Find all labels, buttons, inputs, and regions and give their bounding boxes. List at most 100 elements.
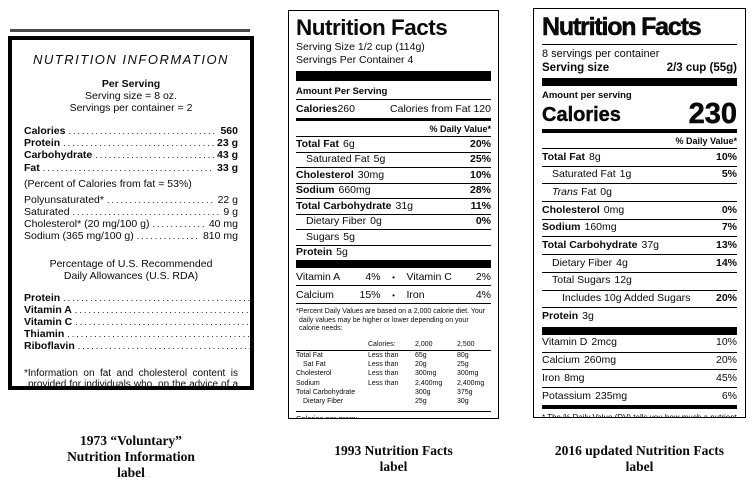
reference-row-dietary-fiber: Dietary Fiber 25g 30g (296, 397, 491, 406)
ref-2500: 2,400mg (457, 379, 485, 387)
vitamin-dv: 20% (715, 354, 737, 367)
nutrient-row-dietary-fiber: Dietary Fiber 0g 0% (296, 213, 491, 230)
vitamin-row-iron: Iron 8mg 45% (542, 369, 737, 387)
nutrient-name: Total Fat (296, 137, 339, 150)
caption-line: label (625, 459, 654, 474)
section-divider-bar (542, 129, 737, 133)
nutrient-row-added-sugars: Includes 10g Added Sugars 20% (542, 289, 737, 308)
nutrient-amount: 5g (336, 246, 348, 258)
nutrient-row-total-fat: Total Fat 8g 10% (542, 148, 737, 166)
calories-value: 260 (337, 103, 355, 115)
nutrient-name: Sodium (296, 184, 335, 196)
header-2000: 2,000 (415, 340, 433, 348)
nutrient-name-amount: Total Carbohydrate 31g (296, 199, 414, 213)
nutrient-amount: 0g (600, 185, 612, 198)
nutrient-value: 810 mg (202, 230, 238, 243)
nutrient-dv: 13% (715, 239, 737, 252)
nutrient-row-cholesterol: Cholesterol 30mg 10% (296, 167, 491, 183)
nutrient-amount: 31g (395, 199, 414, 212)
nutrient-row-saturated: Saturated 9 g (24, 206, 238, 218)
nutrient-amount: 5g (373, 153, 386, 165)
nutrient-name: Saturated Fat (306, 153, 370, 165)
nutrient-amount: 660mg (338, 184, 371, 196)
nutrient-name: Saturated Fat (552, 168, 616, 181)
ref-2500: 25g (457, 361, 469, 369)
caption-line: label (117, 465, 145, 480)
ref-2000: 300mg (415, 370, 437, 378)
nutrient-row-sodium: Sodium 160mg 7% (542, 218, 737, 237)
nutrient-name: Total Carbohydrate (296, 199, 392, 212)
nutrient-dv: 7% (721, 221, 737, 234)
ref-qualifier (368, 388, 415, 397)
calories-row: Calories 230 (542, 99, 737, 129)
nutrient-rows: Total Fat 6g 20% Saturated Fat 5g 25% Chol… (296, 136, 491, 260)
vitamin-dv: 45% (715, 371, 737, 384)
servings-per-container-line: Servings Per Container 4 (296, 54, 414, 66)
nutrient-name: Fat (24, 161, 40, 174)
section-divider-bar (296, 71, 491, 81)
nutrient-value: 23 g (216, 137, 238, 150)
amount-per-serving-heading: Amount per serving (542, 90, 632, 101)
ref-2500: 375g (457, 388, 473, 396)
main-nutrient-list: Calories 560 Protein 23 g Carbohydrate 4… (24, 125, 238, 174)
nutrient-dv: 28% (469, 184, 491, 196)
nutrient-amount: 0g (370, 215, 382, 227)
ref-2500: 80g (457, 351, 469, 359)
calories-label: Calories (296, 103, 338, 115)
nutrient-name-amount: Trans Fat 0g (542, 185, 612, 199)
nutrient-name-amount: Sugars 5g (296, 231, 355, 244)
ref-name: Dietary Fiber (303, 398, 344, 406)
vitamin-row-calcium-iron: Calcium 15% • Iron 4% (296, 285, 491, 303)
vitamin-value: 4% (475, 288, 491, 301)
nutrient-name: Includes 10g Added Sugars (562, 292, 691, 305)
reference-values-table: Calories: 2,000 2,500 Total Fat Less tha… (296, 340, 491, 407)
nutrient-name-amount: Sodium 660mg (296, 184, 371, 197)
rda-row-vitamin-a: Vitamin A 35 (24, 304, 250, 316)
nutrient-value: 43 g (216, 149, 238, 162)
vitamin-name-amount: Iron 8mg (542, 372, 585, 385)
caption-2016: 2016 updated Nutrition Facts label (533, 443, 746, 475)
vitamin-row-vitamin-d: Vitamin D 2mcg 10% (542, 335, 737, 352)
nutrient-name: Total Fat (542, 150, 585, 163)
nutrient-value: 9 g (223, 206, 238, 219)
ref-2000: 20g (415, 361, 427, 369)
caption-line: Nutrition Information (67, 449, 195, 464)
nutrient-row-cholesterol: Cholesterol 0mg 0% (542, 201, 737, 219)
nutrient-row-calories: Calories 560 (24, 125, 238, 137)
amount-per-serving-heading: Amount Per Serving (296, 83, 491, 100)
nutrient-value: 40 mg (208, 218, 238, 231)
rda-name: Protein (24, 291, 61, 304)
dot-leader (67, 328, 250, 340)
caption-line: 1993 Nutrition Facts (334, 443, 453, 458)
nutrient-dv: 14% (715, 256, 737, 269)
ref-2500: 30g (457, 398, 469, 406)
ref-2500: 300mg (457, 370, 479, 378)
nutrient-name-amount: Includes 10g Added Sugars (542, 292, 691, 305)
serving-size-line: Serving Size 1/2 cup (114g) (296, 41, 425, 53)
nutrient-row-cholesterol: Cholesterol* (20 mg/100 g) 40 mg (24, 218, 238, 230)
dot-leader (73, 206, 221, 218)
nutrient-row-sodium: Sodium 660mg 28% (296, 182, 491, 199)
nutrient-value: 22 g (217, 193, 238, 206)
vitamin-value: 2% (475, 270, 491, 283)
nutrient-name-amount: Cholesterol 0mg (542, 204, 624, 217)
section-divider-bar (296, 260, 491, 268)
nutrient-amount: 37g (641, 239, 660, 252)
nutrient-name-amount: Total Fat 6g (296, 137, 355, 151)
per-serving-heading: Per Serving (101, 78, 161, 90)
nutrient-name: Cholesterol (296, 168, 354, 181)
nutrient-dv: 10% (715, 150, 737, 163)
nutrient-dv: 5% (721, 168, 737, 181)
vitamin-name: Potassium (542, 389, 592, 402)
footnote-2016: * The % Daily Value (DV) tells you how m… (542, 412, 737, 418)
reference-row-sodium: Sodium Less than 2,400mg 2,400mg (296, 379, 491, 388)
vitamin-name-amount: Vitamin D 2mcg (542, 337, 617, 349)
nutrient-rows: Total Fat 8g 10% Saturated Fat 1g 5% Trans… (542, 148, 737, 325)
rda-row-protein: Protein 35 (24, 291, 250, 304)
calories-label: Calories (542, 104, 621, 126)
nutrient-dv: 20% (715, 292, 737, 305)
ref-2000: 2,400mg (415, 379, 443, 387)
vitamin-rows: Vitamin D 2mcg 10% Calcium 260mg 20% Iron 8… (542, 335, 737, 405)
vitamin-rows: Vitamin A 4% • Vitamin C 2% Calcium 15% • I… (296, 268, 491, 304)
nutrient-dv: 20% (469, 137, 491, 150)
